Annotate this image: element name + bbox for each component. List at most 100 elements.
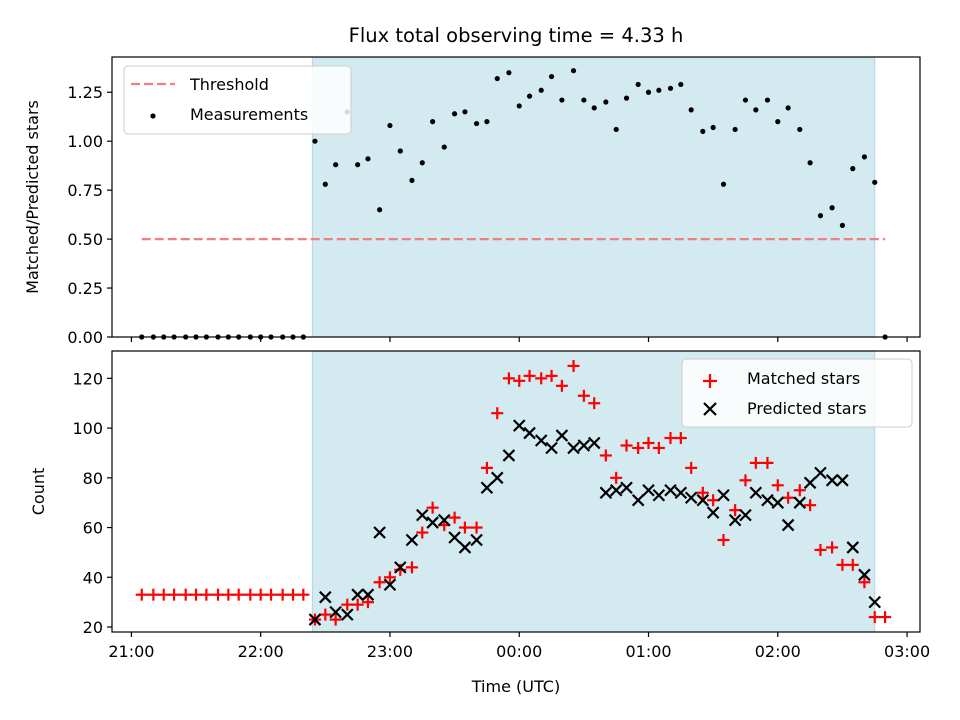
predicted-star-point (426, 516, 439, 529)
measurement-point (365, 156, 371, 162)
matched-star-point (545, 369, 558, 382)
measurement-point (494, 75, 500, 82)
predicted-star-stroke-b (771, 496, 785, 509)
measurement-point (581, 97, 587, 103)
bottom-y-ticks: 20 40 60 80 100 120 (72, 369, 112, 637)
predicted-star-point (696, 493, 710, 507)
predicted-star-point (341, 608, 354, 621)
predicted-star-stroke-b (868, 595, 882, 609)
threshold-legend-label: Threshold (189, 75, 269, 94)
bottom-y-axis-label: Count (29, 468, 48, 516)
top-y-ticks: 0.00 0.25 0.50 0.75 1.00 1.25 (67, 83, 112, 347)
predicted-star-point (470, 533, 483, 547)
matched-star-point (674, 432, 687, 445)
predicted-star-point (674, 486, 688, 500)
measurement-point (817, 213, 824, 219)
predicted-star-point (825, 474, 839, 487)
predicted-star-stroke-b (814, 466, 827, 480)
predicted-star-point (706, 506, 720, 519)
predicted-star-stroke-b (739, 508, 752, 522)
matched-star-point (265, 588, 278, 601)
matched-star-point (383, 571, 396, 584)
predicted-star-point (620, 481, 633, 495)
matched-star-point (212, 588, 225, 601)
matched-star-point (804, 499, 817, 512)
top-y-tick-label: 0.50 (67, 230, 103, 249)
matched-star-point (341, 598, 354, 611)
measurement-point (678, 81, 684, 88)
matched-stars-points (135, 359, 892, 626)
predicted-star-point (793, 496, 807, 509)
predicted-star-stroke-b (781, 518, 795, 532)
predicted-star-stroke-b (836, 474, 849, 487)
predicted-star-stroke-b (728, 513, 742, 527)
predicted-star-stroke-b (308, 613, 322, 626)
predicted-star-stroke-b (426, 516, 439, 529)
predicted-star-stroke-b (383, 578, 397, 592)
measurement-point (775, 119, 781, 125)
measurement-point (720, 181, 727, 187)
matched-star-point (480, 461, 493, 474)
matched-star-point (620, 439, 633, 452)
measurement-point (570, 68, 577, 74)
predicted-star-point (383, 578, 397, 592)
x-tick-label: 23:00 (367, 642, 413, 661)
predicted-star-point (405, 533, 419, 547)
matched-star-point (222, 588, 235, 601)
top-legend-box (123, 65, 352, 135)
top-y-tick-label: 1.00 (67, 132, 103, 151)
matched-star-point (319, 608, 332, 621)
matched-star-point (664, 432, 677, 445)
measurement-point (710, 124, 716, 131)
top-shaded-interval (311, 56, 876, 338)
bottom-axes-frame (111, 350, 921, 633)
matched-star-point (147, 588, 160, 601)
predicted-star-point (664, 483, 677, 497)
predicted-star-point (587, 436, 601, 450)
matched-star-point (761, 456, 774, 469)
matched-star-point (642, 437, 655, 450)
matched-stars-legend-label: Matched stars (747, 369, 860, 388)
predicted-star-stroke-b (341, 608, 354, 621)
measurement-point (484, 119, 490, 125)
predicted-star-stroke-b (684, 491, 698, 504)
top-y-axis-label: Matched/Predicted stars (23, 100, 42, 294)
matched-star-point (858, 576, 871, 589)
measurement-point (526, 93, 533, 99)
matched-star-point (416, 526, 429, 539)
predicted-star-stroke-b (706, 506, 720, 519)
predicted-star-stroke-b (793, 496, 807, 509)
measurement-point (807, 160, 813, 166)
matched-star-point (470, 521, 483, 534)
matched-star-point (771, 479, 784, 492)
predicted-star-point (836, 474, 849, 487)
top-y-tick-label: 1.25 (67, 83, 103, 102)
predicted-stars-points (308, 419, 882, 626)
matched-star-point (632, 441, 645, 454)
measurement-point (603, 99, 609, 105)
predicted-star-stroke-b (319, 590, 332, 604)
measurement-point (377, 207, 383, 213)
predicted-star-stroke-b (620, 481, 633, 495)
matched-star-point (685, 461, 698, 474)
predicted-star-point (577, 439, 591, 452)
x-tick-label: 22:00 (238, 642, 284, 661)
matched-star-point (652, 441, 665, 454)
matched-star-point (523, 369, 536, 382)
predicted-star-point (749, 486, 763, 500)
predicted-stars-legend-label: Predicted stars (747, 399, 867, 418)
bottom-y-tick-label: 120 (72, 369, 103, 388)
bottom-legend: Matched stars Predicted stars (681, 358, 913, 428)
predicted-star-stroke-b (405, 533, 419, 547)
bottom-y-tick-label: 80 (83, 469, 103, 488)
predicted-star-point (642, 483, 655, 497)
predicted-star-point (490, 471, 504, 485)
matched-star-point (458, 521, 471, 534)
matched-star-point (793, 484, 806, 497)
measurement-point (387, 122, 393, 129)
predicted-star-stroke-b (470, 533, 483, 547)
matched-star-point (696, 486, 709, 499)
predicted-star-stroke-b (555, 429, 569, 442)
measurement-point (764, 97, 771, 103)
top-legend: Threshold Measurements (123, 65, 352, 135)
